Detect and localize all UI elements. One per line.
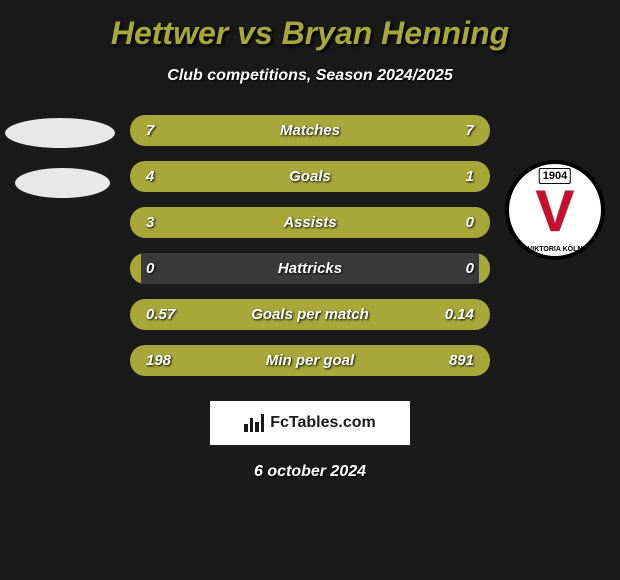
stat-value-left: 0 xyxy=(146,260,154,277)
club-letter: V xyxy=(536,178,575,245)
player-badge-placeholder-2 xyxy=(15,168,110,198)
chart-icon xyxy=(244,414,264,432)
comparison-infographic: Hettwer vs Bryan Henning Club competitio… xyxy=(0,0,620,491)
bar-right xyxy=(393,299,490,330)
stats-list: 7 7 Matches 4 1 Goals 3 0 Assists 0 0 Hattricks 0.57… xyxy=(130,115,490,376)
stat-label: Assists xyxy=(283,214,336,231)
bar-right xyxy=(479,253,490,284)
bar-left xyxy=(130,345,216,376)
stat-label: Min per goal xyxy=(266,352,354,369)
stat-row: 0 0 Hattricks xyxy=(130,253,490,284)
stat-value-right: 7 xyxy=(466,122,474,139)
subtitle: Club competitions, Season 2024/2025 xyxy=(0,67,620,85)
club-logo-inner: 1904 V VIKTORIA KÖLN xyxy=(509,164,601,256)
right-player-badge: 1904 V VIKTORIA KÖLN xyxy=(505,115,615,260)
main-area: 7 7 Matches 4 1 Goals 3 0 Assists 0 0 Hattricks 0.57… xyxy=(0,115,620,376)
stat-row: 198 891 Min per goal xyxy=(130,345,490,376)
stat-value-left: 7 xyxy=(146,122,154,139)
stat-value-right: 891 xyxy=(449,352,474,369)
stat-label: Goals xyxy=(289,168,331,185)
stat-value-right: 0 xyxy=(466,260,474,277)
stat-value-left: 3 xyxy=(146,214,154,231)
stat-value-right: 0.14 xyxy=(445,306,474,323)
club-logo: 1904 V VIKTORIA KÖLN xyxy=(505,160,605,260)
stat-label: Goals per match xyxy=(251,306,369,323)
stat-value-right: 0 xyxy=(466,214,474,231)
stat-value-right: 1 xyxy=(466,168,474,185)
source-badge: FcTables.com xyxy=(210,401,410,445)
stat-row: 0.57 0.14 Goals per match xyxy=(130,299,490,330)
stat-row: 3 0 Assists xyxy=(130,207,490,238)
stat-value-left: 4 xyxy=(146,168,154,185)
source-text: FcTables.com xyxy=(270,414,376,432)
bar-left xyxy=(130,161,393,192)
stat-row: 4 1 Goals xyxy=(130,161,490,192)
stat-row: 7 7 Matches xyxy=(130,115,490,146)
player-badge-placeholder-1 xyxy=(5,118,115,148)
title: Hettwer vs Bryan Henning xyxy=(0,15,620,52)
bar-left xyxy=(130,253,141,284)
stat-label: Hattricks xyxy=(278,260,342,277)
club-name: VIKTORIA KÖLN xyxy=(528,246,583,253)
stat-value-left: 198 xyxy=(146,352,171,369)
stat-value-left: 0.57 xyxy=(146,306,175,323)
date: 6 october 2024 xyxy=(0,463,620,481)
bar-right xyxy=(393,161,490,192)
stat-label: Matches xyxy=(280,122,340,139)
left-player-badges xyxy=(5,115,115,198)
bar-right xyxy=(479,207,490,238)
